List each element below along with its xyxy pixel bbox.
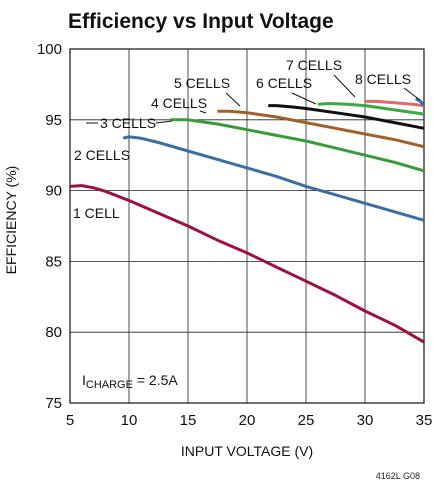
series-label-2: 2 CELLS <box>74 147 130 163</box>
charge-current-annotation: ICHARGE = 2.5A <box>82 372 178 391</box>
tick-labels: 5 10 15 20 25 30 35 75 80 85 90 95 100 <box>37 41 432 429</box>
x-tick-label: 5 <box>66 412 74 429</box>
series-line-6 <box>317 102 425 116</box>
series-line-8 <box>414 97 426 107</box>
annotation-main: I <box>82 372 86 388</box>
series-line-2 <box>122 135 425 222</box>
x-tick-label: 15 <box>180 412 197 429</box>
series-line-5 <box>268 104 425 130</box>
x-axis-label: INPUT VOLTAGE (V) <box>181 443 313 459</box>
y-tick-label: 95 <box>45 112 62 129</box>
series-label-5: 5 CELLS <box>174 75 230 91</box>
series-label-6: 6 CELLS <box>256 75 312 91</box>
series-label-leader <box>225 92 241 107</box>
x-tick-label: 30 <box>357 412 374 429</box>
annotation-rest: = 2.5A <box>133 372 178 388</box>
series-lines <box>69 97 426 344</box>
y-tick-label: 85 <box>45 253 62 270</box>
series-labels: 1 CELL 2 CELLS 3 CELLS 4 CELLS 5 CELLS 6 CELL… <box>73 57 421 221</box>
x-tick-label: 25 <box>298 412 315 429</box>
y-tick-label: 100 <box>37 41 62 58</box>
y-tick-label: 80 <box>45 324 62 341</box>
y-axis-label: EFFICIENCY (%) <box>3 166 19 275</box>
series-label-4: 4 CELLS <box>151 95 207 111</box>
x-tick-label: 35 <box>416 412 433 429</box>
series-label-leader <box>199 110 207 114</box>
series-line-7 <box>365 99 425 108</box>
y-tick-label: 90 <box>45 183 62 200</box>
series-label-7: 7 CELLS <box>286 57 342 73</box>
plot-frame <box>69 48 425 404</box>
y-tick-label: 75 <box>45 395 62 412</box>
series-label-1: 1 CELL <box>73 205 120 221</box>
series-label-3: 3 CELLS <box>100 115 156 131</box>
series-line-1 <box>69 184 425 344</box>
series-line-3 <box>170 118 425 173</box>
series-label-leader <box>333 74 356 98</box>
figure-id: 4162L G08 <box>376 471 420 481</box>
series-line-4 <box>217 109 425 149</box>
plot-grid <box>69 48 425 404</box>
annotation-subscript: CHARGE <box>86 379 133 391</box>
series-label-leader <box>403 87 421 101</box>
chart-title: Efficiency vs Input Voltage <box>68 10 334 33</box>
x-tick-label: 20 <box>239 412 256 429</box>
x-tick-label: 10 <box>121 412 138 429</box>
series-label-8: 8 CELLS <box>355 71 411 87</box>
series-label-leader <box>155 120 173 124</box>
series-label-leader <box>291 92 317 105</box>
